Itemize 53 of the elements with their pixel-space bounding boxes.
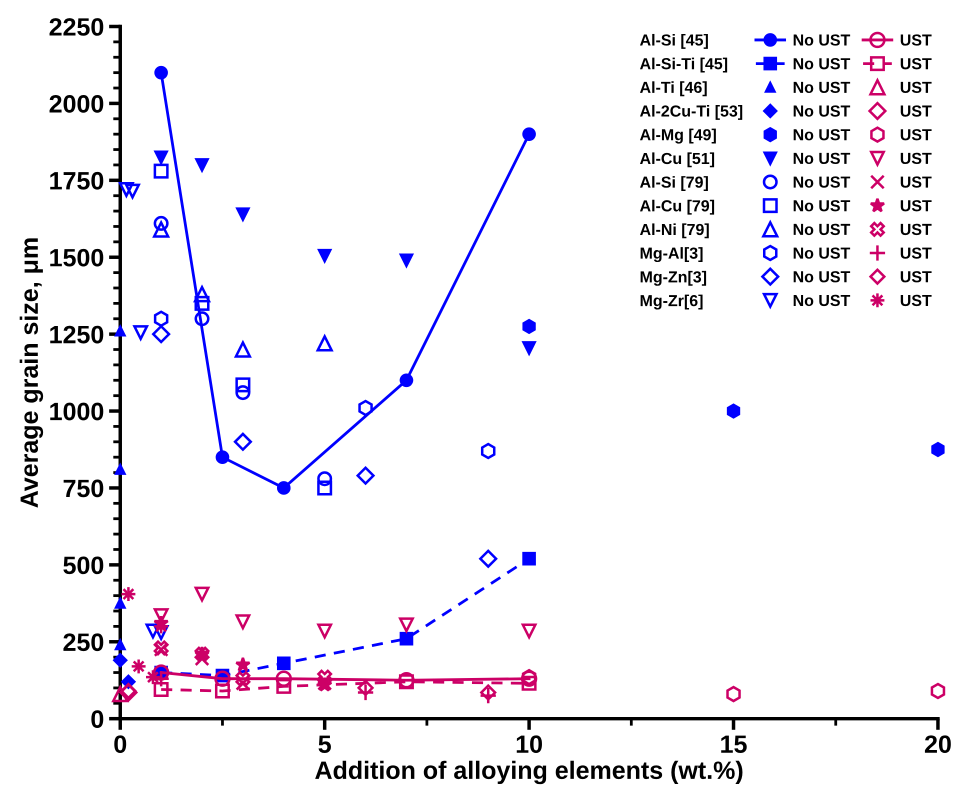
annotation: Al-Ni [79] [640, 223, 709, 238]
annotation: Al-Mg [49] [640, 128, 716, 144]
legend-label: No UST [794, 82, 850, 94]
x-tick-label: 5 [318, 736, 331, 754]
y-tick-label: 1500 [50, 248, 104, 267]
y-axis-title: Average grain size, μm [20, 238, 44, 508]
legend-label: No UST [794, 247, 850, 259]
annotation: Mg-Al[3] [640, 247, 703, 262]
legend-label: No UST [794, 271, 850, 282]
legend-label: UST [900, 176, 932, 188]
legend-label: UST [900, 271, 932, 282]
legend-label: UST [900, 129, 932, 140]
annotation: Mg-Zn[3] [640, 270, 706, 286]
annotation: Al-Si [45] [640, 34, 708, 49]
legend-label: UST [900, 34, 932, 46]
legend-label: No UST [794, 129, 850, 140]
legend-label: No UST [794, 58, 850, 70]
legend-label: UST [900, 58, 932, 70]
y-tick-label: 1000 [50, 402, 104, 420]
legend-label: UST [900, 224, 932, 236]
y-tick-label: 500 [63, 556, 104, 574]
annotation: Al-Si [79] [640, 176, 708, 191]
legend-label: No UST [794, 34, 850, 46]
legend-label: No UST [794, 152, 850, 164]
legend-label: No UST [794, 105, 850, 117]
annotation: Mg-Zr[6] [640, 294, 703, 310]
annotation: Al-Cu [51] [640, 152, 714, 168]
y-tick-label: 250 [63, 633, 104, 652]
legend-label: No UST [794, 294, 850, 306]
y-tick-label: 750 [64, 480, 104, 498]
x-tick-label: 15 [721, 736, 747, 754]
legend-label: No UST [794, 200, 850, 212]
legend-label: UST [900, 105, 932, 117]
legend-label: No UST [794, 176, 850, 188]
legend-label: UST [900, 294, 932, 306]
legend-label: UST [900, 247, 932, 259]
y-tick-label: 1750 [50, 172, 104, 190]
legend-label: UST [900, 82, 932, 94]
y-tick-label: 0 [91, 710, 104, 728]
y-tick-label: 2250 [50, 18, 104, 36]
annotation: Al-2Cu-Ti [53] [640, 104, 742, 120]
x-axis-title: Addition of alloying elements (wt.%) [315, 760, 742, 784]
x-tick-label: 0 [114, 735, 126, 754]
annotation: Al-Si-Ti [45] [640, 58, 728, 73]
annotation: Al-Ti [46] [640, 81, 707, 96]
y-tick-label: 2000 [50, 95, 104, 113]
y-tick-label: 1250 [50, 326, 104, 344]
legend-label: UST [900, 200, 932, 212]
x-tick-label: 20 [924, 735, 951, 754]
annotation: Al-Cu [79] [640, 200, 714, 215]
x-tick-label: 10 [516, 735, 542, 754]
legend-label: UST [900, 152, 932, 164]
legend-label: No UST [794, 224, 850, 236]
